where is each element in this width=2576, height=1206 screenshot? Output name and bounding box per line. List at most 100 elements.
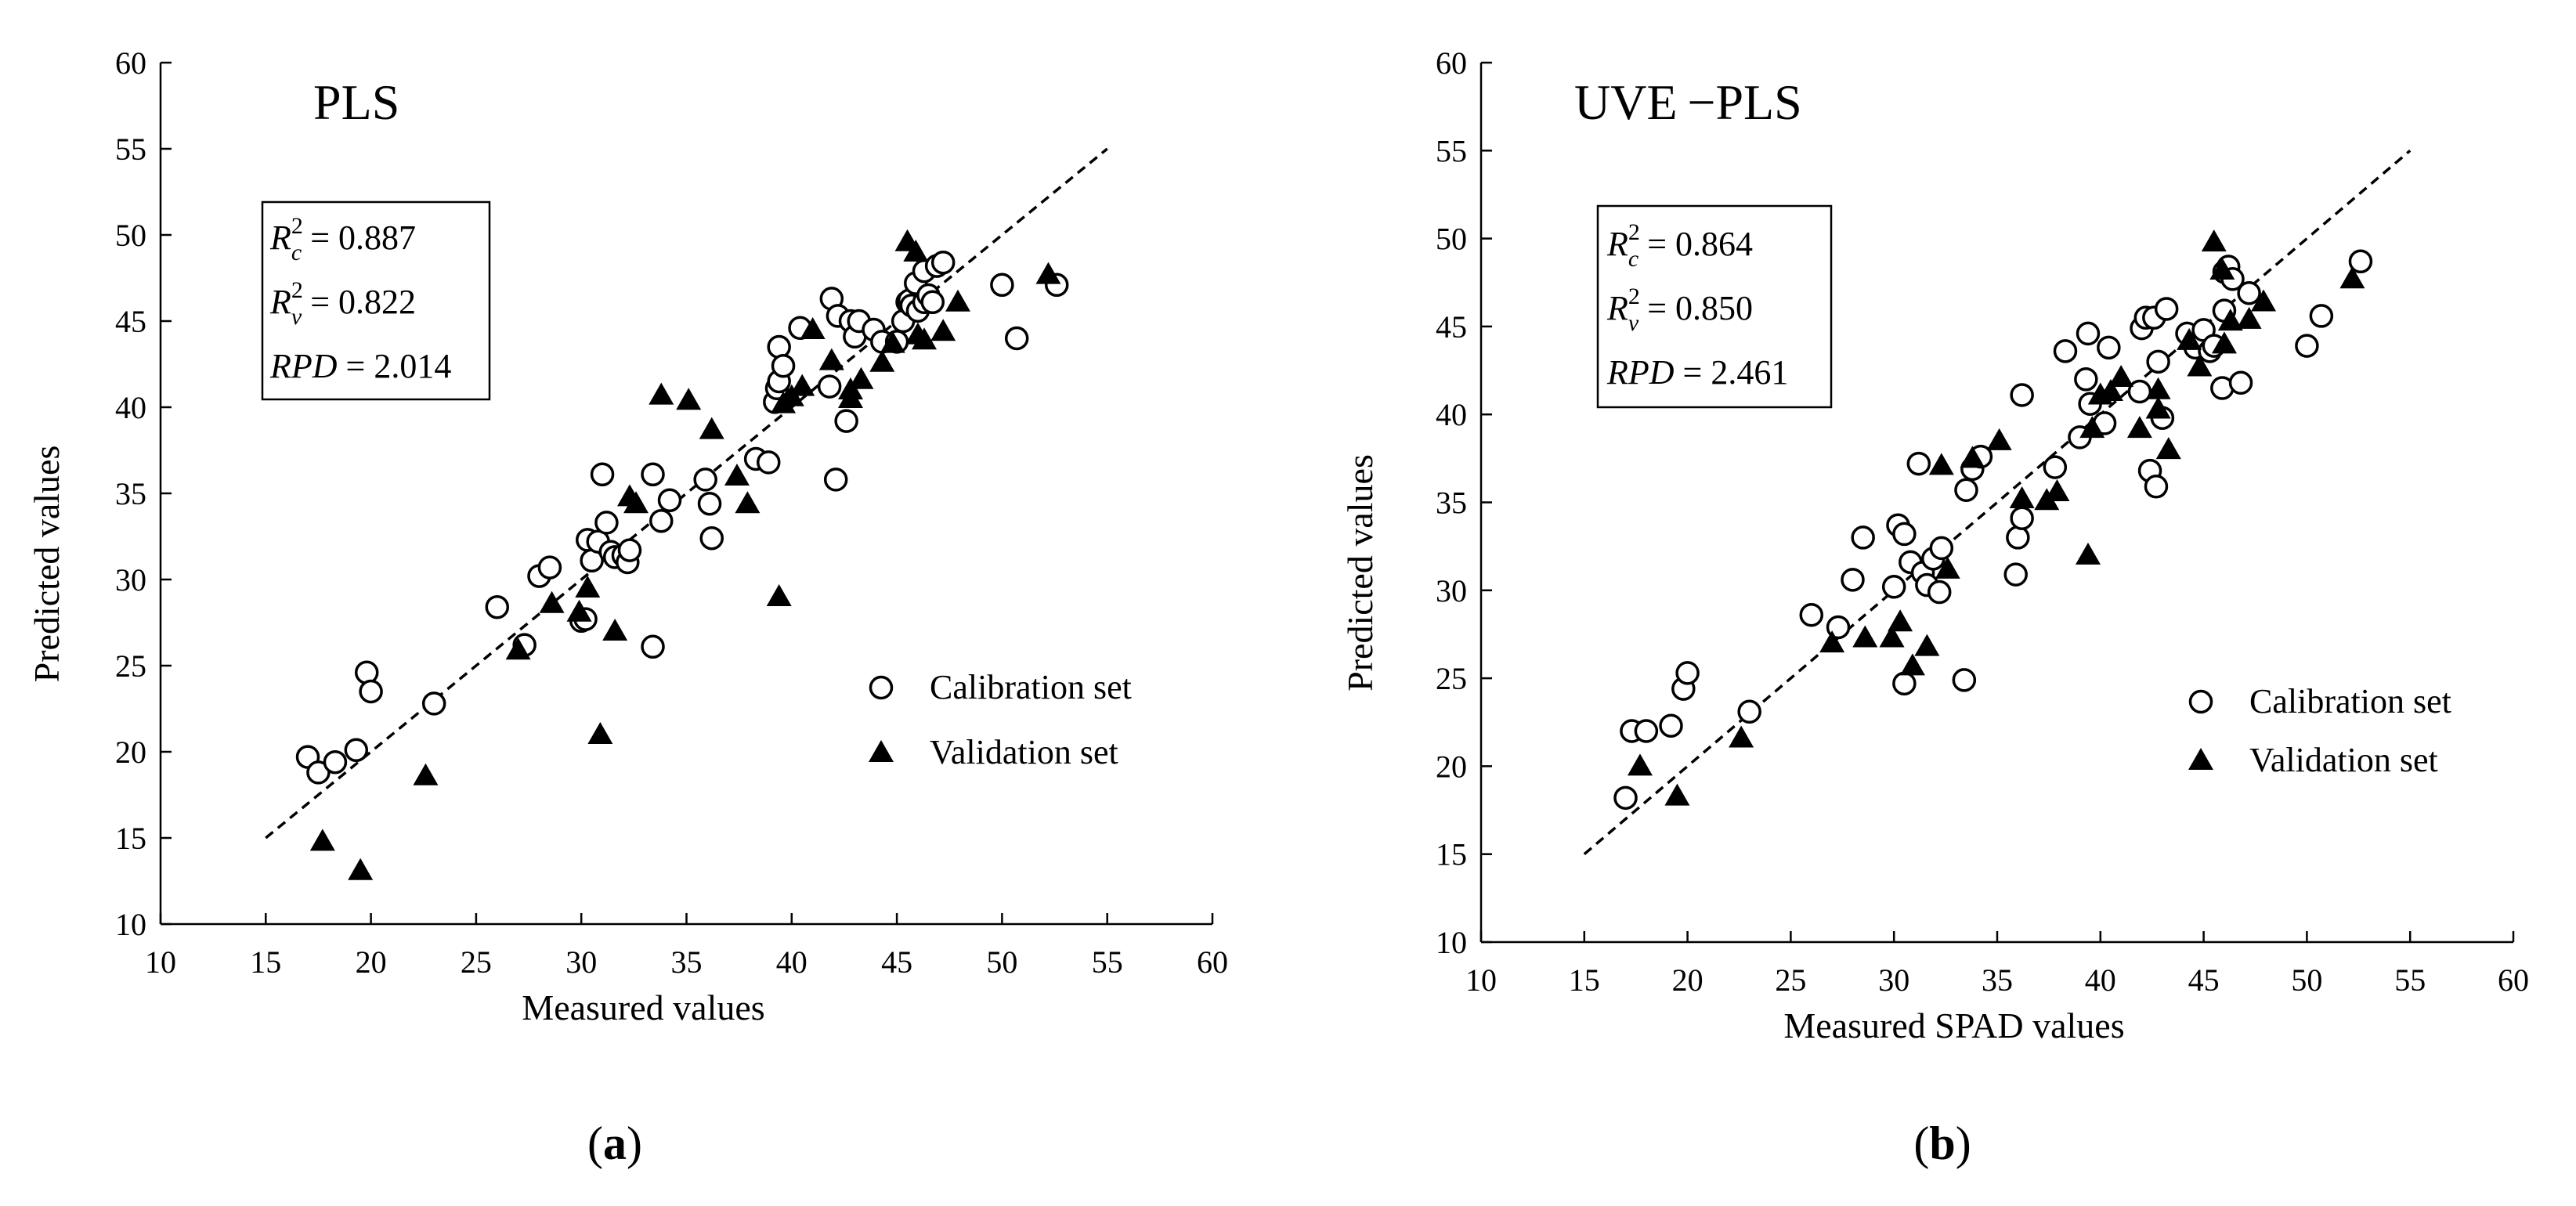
y-tick-label: 45 (115, 304, 146, 339)
calibration-point (649, 508, 674, 533)
stat-value: 2.014 (374, 347, 451, 385)
validation-point (2251, 289, 2277, 312)
validation-point (2339, 266, 2365, 289)
validation-point (649, 382, 674, 405)
caption-letter: b (1929, 1118, 1955, 1169)
stat-value: 0.822 (338, 283, 416, 321)
stat-equals: = (1638, 289, 1675, 327)
validation-point (1035, 262, 1061, 284)
validation-point (735, 491, 761, 514)
calibration-point (920, 290, 945, 315)
validation-point (2211, 331, 2237, 354)
validation-point (348, 858, 374, 880)
legend-marker-validation (2188, 748, 2213, 770)
legend-label: Calibration set (2249, 682, 2451, 720)
legend-label: Validation set (2249, 741, 2438, 779)
stat-rpd: RPD = 2.461 (1606, 353, 1788, 392)
x-tick-label: 30 (565, 944, 597, 980)
y-tick-label: 50 (1436, 222, 1467, 257)
calibration-point (594, 511, 619, 535)
validation-point (800, 317, 826, 339)
calibration-point (693, 468, 717, 492)
legend-marker-calibration (869, 675, 894, 700)
stat-equals: = (1675, 353, 1711, 392)
caption-close-paren: ) (627, 1118, 642, 1169)
stats-box (261, 200, 491, 401)
calibration-point (699, 525, 724, 551)
validation-point (2126, 416, 2152, 439)
validation-point (2187, 354, 2213, 377)
stat-rpd: RPD = 2.014 (269, 347, 451, 385)
x-tick-label: 55 (2394, 962, 2426, 998)
calibration-point (2006, 525, 2030, 550)
calibration-point (1737, 699, 1761, 724)
y-tick-label: 60 (1436, 45, 1467, 81)
x-tick-label: 10 (1465, 962, 1497, 998)
validation-point (539, 590, 565, 613)
validation-point (575, 576, 601, 598)
stat-symbol: RPD (1606, 353, 1675, 392)
validation-point (912, 327, 938, 350)
x-tick-label: 40 (776, 944, 807, 980)
stat-value: 0.864 (1675, 225, 1753, 263)
y-tick-label: 55 (1436, 133, 1467, 168)
calibration-point (767, 334, 791, 359)
calibration-point (421, 691, 446, 716)
stat-value: 0.887 (338, 218, 416, 257)
calibration-point (2295, 334, 2319, 358)
stat-equals: = (302, 218, 338, 257)
validation-point (1627, 753, 1653, 776)
validation-point (676, 388, 702, 410)
caption-open-paren: ( (587, 1118, 603, 1169)
calibration-point (2348, 249, 2373, 274)
validation-point (602, 619, 628, 641)
calibration-point (344, 738, 369, 763)
stat-equals: = (302, 283, 338, 321)
calibration-point (2237, 280, 2261, 305)
stat-superscript: 2 (291, 277, 303, 303)
stat-value: 0.850 (1675, 289, 1753, 327)
validation-point (766, 584, 792, 606)
stat-symbol: R (1606, 289, 1628, 327)
y-tick-label: 35 (115, 476, 146, 511)
legend-marker-validation (869, 740, 894, 762)
stat-equals: = (1638, 225, 1675, 263)
calibration-point (1799, 602, 1824, 627)
stat-subscript: c (291, 240, 302, 265)
validation-point (2097, 379, 2123, 402)
validation-point (1899, 653, 1925, 676)
calibration-point (1851, 525, 1875, 550)
calibration-point (590, 462, 615, 487)
x-tick-label: 50 (2291, 962, 2322, 998)
caption-close-paren: ) (1956, 1118, 1971, 1169)
y-tick-label: 55 (115, 132, 146, 167)
caption-open-paren: ( (1913, 1118, 1929, 1169)
chart-pls: 10 15 20 25 30 35 40 45 50 55 60 10 15 20 25 30 35 40 45 50… (27, 45, 1228, 1169)
y-axis-label: Predicted values (27, 446, 67, 683)
caption-letter: a (603, 1118, 627, 1169)
stat-r2-c: R2 c = 0.864 (1606, 219, 1753, 272)
calibration-point (1659, 713, 1683, 738)
calibration-point (2228, 370, 2253, 395)
x-tick-label: 60 (1197, 944, 1228, 980)
validation-point (1888, 609, 1913, 632)
y-tick-label: 50 (115, 218, 146, 253)
calibration-point (817, 374, 842, 399)
validation-point (566, 599, 592, 622)
calibration-point (771, 353, 796, 378)
calibration-point (990, 273, 1014, 298)
calibration-point (641, 634, 665, 659)
validation-point (869, 349, 895, 372)
stat-equals: = (338, 347, 374, 385)
y-tick-label: 45 (1436, 309, 1467, 345)
panel-caption: (b) (1913, 1118, 1971, 1169)
x-axis-label: Measured values (522, 988, 764, 1027)
validation-point (903, 240, 929, 262)
validation-point (2145, 377, 2171, 399)
validation-point (1852, 625, 1878, 648)
stat-r2-c: R2 c = 0.887 (269, 213, 416, 265)
calibration-point (834, 409, 858, 433)
y-tick-label: 40 (1436, 397, 1467, 432)
validation-point (2155, 437, 2181, 460)
validation-point (1879, 625, 1905, 648)
